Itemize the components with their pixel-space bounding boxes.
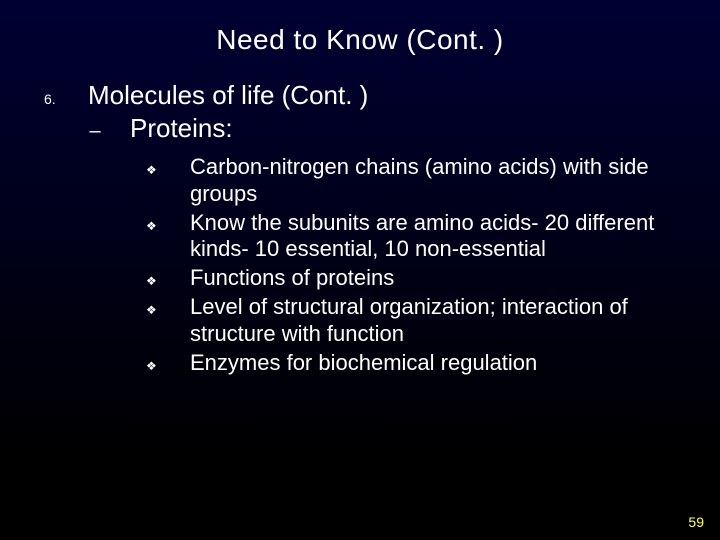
diamond-icon: ❖ bbox=[146, 299, 190, 317]
level2-marker: – bbox=[40, 120, 112, 143]
diamond-icon: ❖ bbox=[146, 215, 190, 233]
level2-row: – Proteins: bbox=[40, 113, 680, 144]
list-number: 6. bbox=[40, 91, 88, 107]
bullet-text: Carbon-nitrogen chains (amino acids) wit… bbox=[190, 154, 680, 208]
bullet-text: Functions of proteins bbox=[190, 265, 680, 292]
list-item: ❖ Functions of proteins bbox=[146, 265, 680, 292]
slide-title: Need to Know (Cont. ) bbox=[40, 24, 680, 56]
list-item: ❖ Enzymes for biochemical regulation bbox=[146, 350, 680, 377]
diamond-icon: ❖ bbox=[146, 159, 190, 177]
diamond-icon: ❖ bbox=[146, 355, 190, 373]
bullet-text: Level of structural organization; intera… bbox=[190, 294, 680, 348]
bullet-text: Enzymes for biochemical regulation bbox=[190, 350, 680, 377]
slide-content: 6. Molecules of life (Cont. ) – Proteins… bbox=[40, 80, 680, 377]
list-item: ❖ Know the subunits are amino acids- 20 … bbox=[146, 210, 680, 264]
bullet-text: Know the subunits are amino acids- 20 di… bbox=[190, 210, 680, 264]
bullet-list: ❖ Carbon-nitrogen chains (amino acids) w… bbox=[40, 154, 680, 377]
level1-row: 6. Molecules of life (Cont. ) bbox=[40, 80, 680, 111]
list-item: ❖ Carbon-nitrogen chains (amino acids) w… bbox=[146, 154, 680, 208]
diamond-icon: ❖ bbox=[146, 270, 190, 288]
list-item: ❖ Level of structural organization; inte… bbox=[146, 294, 680, 348]
level2-text: Proteins: bbox=[112, 113, 233, 144]
slide: Need to Know (Cont. ) 6. Molecules of li… bbox=[0, 0, 720, 540]
level1-text: Molecules of life (Cont. ) bbox=[88, 80, 368, 111]
page-number: 59 bbox=[688, 514, 704, 530]
